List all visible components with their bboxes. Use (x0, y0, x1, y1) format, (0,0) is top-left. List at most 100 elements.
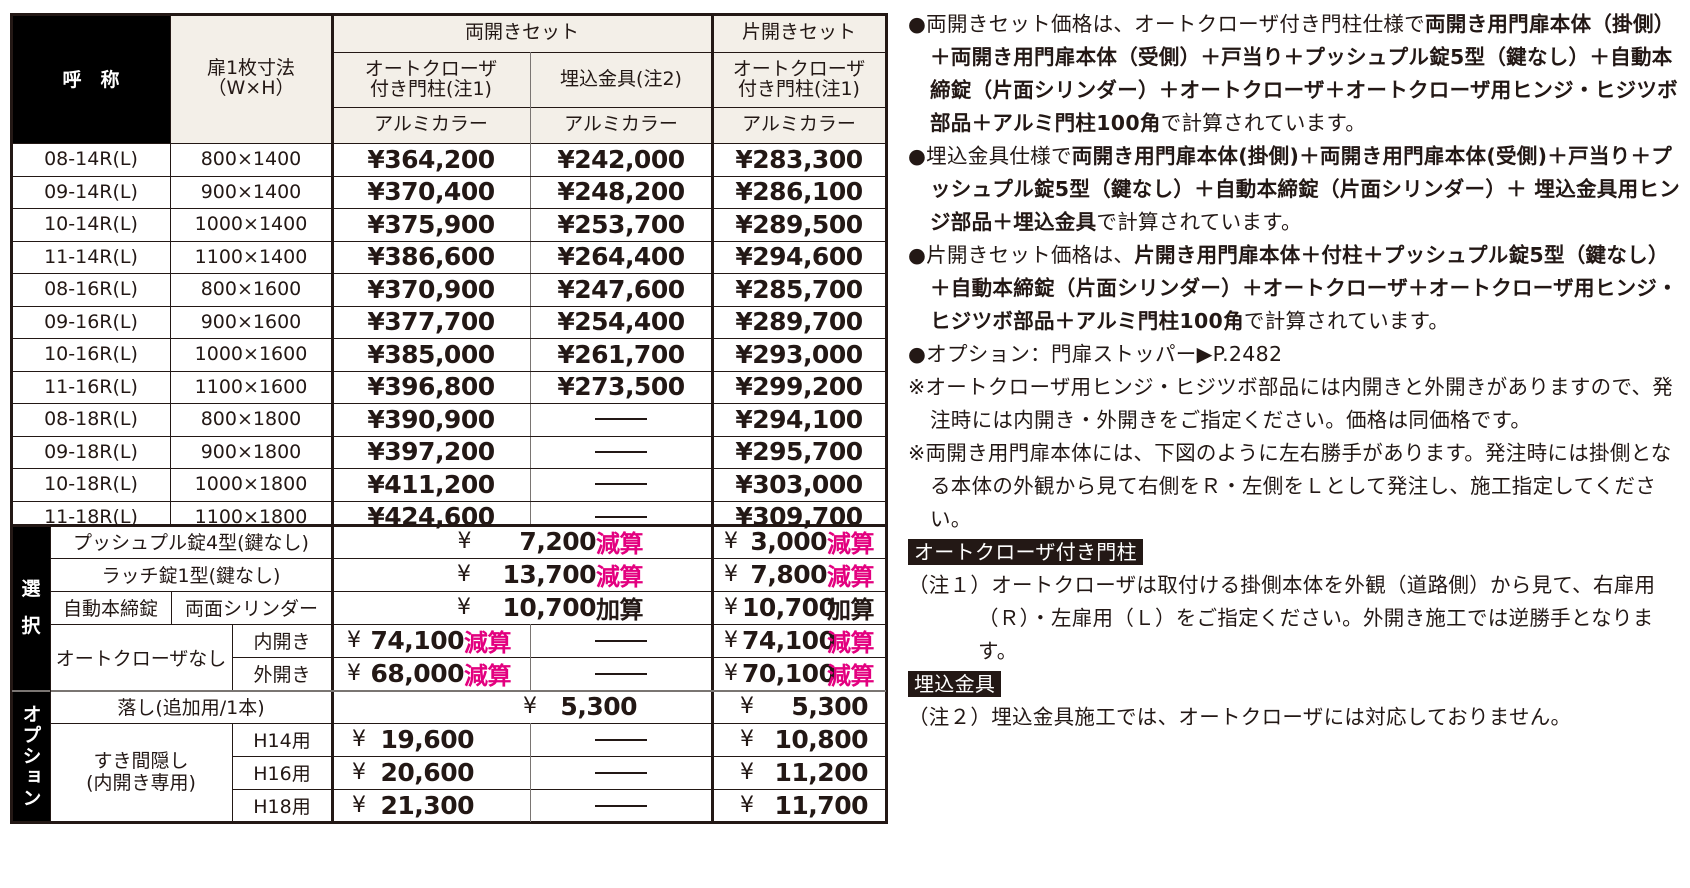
inward-label: 内開き (253, 631, 311, 653)
yen-sign: ¥ (740, 760, 754, 785)
note-option-link[interactable]: ●オプション：門扉ストッパー▶P.2482 (908, 342, 1283, 366)
row-size: 800×1800 (200, 408, 302, 431)
row-single-auto-price: ¥285,700 (735, 274, 863, 304)
yen-sign: ¥ (352, 760, 366, 785)
grid-line (332, 107, 886, 108)
deduct-label: 減算 (827, 662, 875, 690)
row-size: 1000×1800 (194, 473, 308, 496)
row-code: 08-14R(L) (44, 148, 138, 171)
amount: 7,200 (519, 527, 596, 556)
grid-line (232, 756, 886, 757)
latch-label: ラッチ錠1型(鍵なし) (101, 565, 281, 587)
grid-line (12, 338, 886, 339)
yen-sign: ¥ (523, 694, 537, 719)
not-available-dash (595, 483, 647, 486)
gap-cover-size-label: H18用 (253, 796, 311, 818)
yen-sign: ¥ (457, 562, 471, 587)
amount: 11,700 (774, 791, 869, 820)
header-size-line2: （W×H） (207, 76, 295, 99)
push-pull-single-price: ¥ 3,000 減算 (712, 525, 886, 558)
grid-line (331, 14, 334, 822)
not-available-dash (595, 418, 647, 421)
gap-cover-embed (530, 789, 712, 822)
deduct-label: 減算 (827, 530, 875, 558)
row-double-auto-price: ¥397,200 (367, 437, 495, 467)
grid-line (12, 305, 886, 307)
drop-rod-double-price: ¥ 5,300 (332, 690, 712, 723)
row-size: 1100×1800 (194, 505, 308, 528)
row-double-auto-price: ¥364,200 (367, 144, 495, 174)
grid-line (12, 370, 886, 372)
header-double-embed: 埋込金具(注2) (530, 52, 712, 107)
grid-line (10, 13, 13, 824)
row-code: 09-18R(L) (44, 440, 138, 463)
header-single-auto: オートクローザ 付き門柱(注1) (712, 52, 886, 107)
note-embedded: ●埋込金具仕様で両開き用門扉本体(掛側)＋両開き用門扉本体(受側)＋戸当り＋プッ… (908, 144, 1680, 234)
note-1: （注１）オートクローザは取付ける掛側本体を外観（道路側）から見て、右扉用（Ｒ）・… (908, 573, 1656, 663)
grid-line (232, 789, 886, 790)
header-single-set: 片開きセット (712, 14, 886, 52)
yen-sign: ¥ (724, 595, 738, 620)
grid-line (170, 14, 171, 525)
grid-line (12, 240, 886, 242)
deduct-label: 減算 (827, 629, 875, 657)
row-single-auto-price: ¥303,000 (735, 469, 863, 499)
gap-cover-single-price: ¥ 11,700 (712, 789, 886, 822)
not-available-dash (595, 639, 647, 642)
row-double-embed-price (530, 403, 712, 436)
grid-line (232, 657, 886, 658)
row-double-embed-price: ¥247,600 (557, 274, 685, 304)
yen-sign: ¥ (740, 727, 754, 752)
row-code: 11-14R(L) (44, 245, 138, 268)
header-color-3: アルミカラー (712, 107, 886, 143)
amount: 21,300 (380, 791, 475, 820)
row-code: 09-16R(L) (44, 310, 138, 333)
row-single-auto-price: ¥295,700 (735, 437, 863, 467)
grid-line (171, 591, 172, 624)
grid-line (50, 624, 886, 625)
amount: 74,100 (742, 626, 836, 655)
yen-sign: ¥ (740, 694, 754, 719)
header-color-1: アルミカラー (332, 107, 530, 143)
grid-line (50, 525, 51, 822)
outward-double-price: ¥ 68,000 減算 (332, 657, 530, 690)
note-2: （注２）埋込金具施工では、オートクローザには対応しておりません。 (908, 705, 1572, 729)
row-single-auto-price: ¥283,300 (735, 144, 863, 174)
no-closer-label: オートクローザなし (55, 647, 227, 670)
row-size: 1000×1600 (194, 343, 308, 366)
header-double-auto: オートクローザ 付き門柱(注1) (332, 52, 530, 107)
amount: 70,100 (742, 659, 836, 688)
gap-cover-line1: すき間隠し (93, 749, 189, 772)
grid-line (12, 500, 886, 502)
add-label: 加算 (596, 596, 644, 624)
not-available-dash (595, 672, 647, 675)
auto-lock-double-price: ¥ 10,700 加算 (332, 591, 712, 624)
grid-line (12, 175, 886, 177)
grid-line (12, 690, 886, 692)
header-auto-line2: 付き門柱(注1) (738, 77, 860, 100)
row-single-auto-price: ¥286,100 (735, 177, 863, 207)
row-double-embed-price (530, 501, 712, 534)
row-size: 1100×1600 (194, 375, 308, 398)
add-label: 加算 (827, 596, 875, 624)
amount: 10,700 (742, 593, 836, 622)
amount: 19,600 (380, 725, 475, 754)
drop-rod-single-price: ¥ 5,300 (712, 690, 886, 723)
row-size: 900×1800 (200, 440, 302, 463)
options-label-text: オプション (19, 703, 42, 809)
row-single-auto-price: ¥294,100 (735, 404, 863, 434)
yen-sign: ¥ (457, 595, 471, 620)
amount: 10,800 (774, 725, 869, 754)
auto-lock-sub-label: 両面シリンダー (184, 598, 318, 620)
grid-line (332, 52, 886, 53)
deduct-label: 減算 (464, 629, 512, 657)
yen-sign: ¥ (724, 529, 738, 554)
row-double-embed-price: ¥242,000 (557, 144, 685, 174)
row-single-auto-price: ¥289,700 (735, 307, 863, 337)
row-size: 800×1600 (200, 278, 302, 301)
yen-sign: ¥ (457, 529, 472, 554)
latch-single-price: ¥ 7,800 減算 (712, 558, 886, 591)
row-double-auto-price: ¥377,700 (367, 307, 495, 337)
notes-panel: ●両開きセット価格は、オートクローザ付き門柱仕様で両開き用門扉本体（掛側）＋両開… (908, 8, 1688, 734)
row-single-auto-price: ¥289,500 (735, 209, 863, 239)
